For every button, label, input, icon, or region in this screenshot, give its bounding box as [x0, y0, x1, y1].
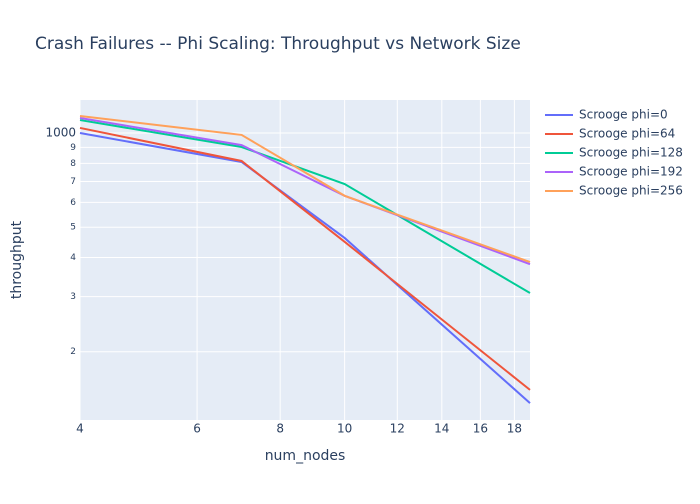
x-tick-label: 12	[390, 422, 405, 436]
y-tick-label: 7	[70, 177, 76, 187]
series-line	[79, 132, 531, 404]
y-tick-label: 2	[70, 347, 76, 357]
series-line	[79, 115, 531, 263]
y-tick-label: 6	[70, 198, 76, 208]
x-tick-label: 18	[507, 422, 522, 436]
y-tick-label: 9	[70, 143, 76, 153]
x-tick-label: 14	[434, 422, 449, 436]
chart-title: Crash Failures -- Phi Scaling: Throughpu…	[35, 34, 521, 54]
legend-label: Scrooge phi=0	[579, 108, 668, 122]
y-tick-label: 4	[70, 253, 76, 263]
x-axis-title: num_nodes	[265, 448, 346, 464]
series-line	[79, 126, 531, 391]
legend-label: Scrooge phi=256	[579, 184, 683, 198]
y-axis-title: throughput	[9, 220, 25, 299]
x-tick-label: 6	[193, 422, 201, 436]
legend-label: Scrooge phi=128	[579, 146, 683, 160]
y-tick-label: 5	[70, 223, 76, 233]
x-tick-label: 4	[76, 422, 84, 436]
y-tick-label: 8	[70, 159, 76, 169]
y-tick-label: 3	[70, 292, 76, 302]
x-tick-label: 8	[276, 422, 284, 436]
x-tick-label: 16	[473, 422, 488, 436]
legend-label: Scrooge phi=64	[579, 127, 675, 141]
y-tick-label: 1000	[45, 126, 76, 140]
legend-label: Scrooge phi=192	[579, 165, 683, 179]
plot-area	[80, 100, 530, 420]
x-tick-label: 10	[337, 422, 352, 436]
